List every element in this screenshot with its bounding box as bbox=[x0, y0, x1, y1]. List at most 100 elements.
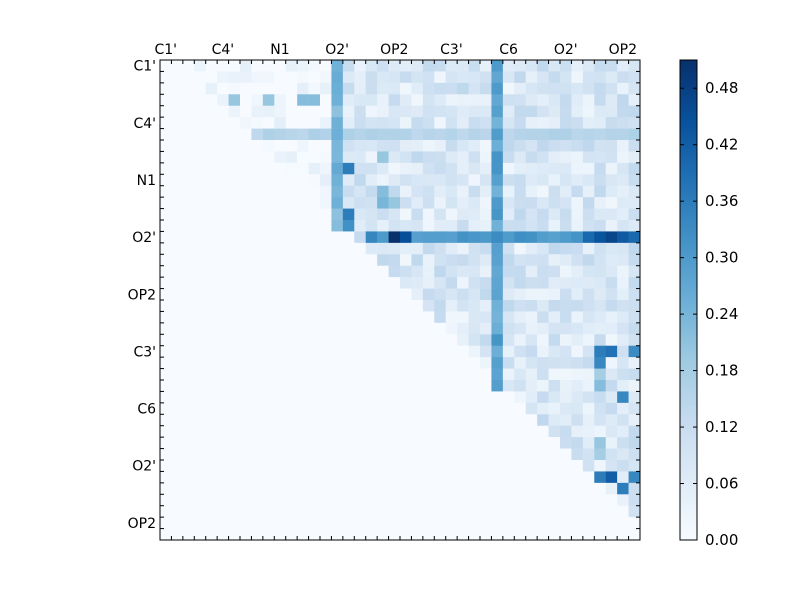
heatmap-cell bbox=[468, 277, 481, 289]
heatmap-cell bbox=[457, 265, 469, 278]
heatmap-cell bbox=[262, 528, 275, 541]
y-tick-label: OP2 bbox=[128, 287, 156, 303]
heatmap-cell bbox=[182, 482, 195, 495]
heatmap-cell bbox=[525, 402, 538, 415]
heatmap-cell bbox=[400, 208, 412, 221]
heatmap-cell bbox=[582, 391, 595, 404]
heatmap-cell bbox=[308, 128, 321, 141]
heatmap-cell bbox=[285, 322, 298, 335]
heatmap-cell bbox=[480, 71, 492, 84]
heatmap-cell bbox=[160, 460, 172, 472]
heatmap-cell bbox=[308, 437, 321, 449]
heatmap-cell bbox=[388, 505, 401, 518]
heatmap-cell bbox=[297, 208, 309, 221]
heatmap-cell bbox=[514, 311, 527, 324]
heatmap-cell bbox=[571, 311, 584, 324]
heatmap-cell bbox=[297, 460, 309, 472]
heatmap-cell bbox=[582, 414, 595, 427]
heatmap-cell bbox=[251, 128, 264, 141]
heatmap-cell bbox=[297, 357, 309, 369]
heatmap-cell bbox=[457, 437, 469, 449]
heatmap-cell bbox=[537, 380, 549, 392]
heatmap-cell bbox=[217, 448, 229, 461]
heatmap-cell bbox=[594, 391, 607, 404]
heatmap-cell bbox=[491, 425, 504, 438]
heatmap-cell bbox=[548, 311, 561, 324]
heatmap-cell bbox=[605, 437, 618, 449]
heatmap-cell bbox=[342, 162, 355, 175]
heatmap-cell bbox=[388, 71, 401, 84]
heatmap-cell bbox=[182, 208, 195, 221]
heatmap-cell bbox=[560, 517, 572, 529]
heatmap-cell bbox=[468, 288, 481, 301]
heatmap-cell bbox=[377, 220, 389, 232]
heatmap-cell bbox=[560, 448, 572, 461]
heatmap-cell bbox=[342, 265, 355, 278]
heatmap-cell bbox=[434, 208, 447, 221]
heatmap-cell bbox=[388, 517, 401, 529]
heatmap-cell bbox=[171, 437, 184, 449]
heatmap-cell bbox=[560, 437, 572, 449]
heatmap-cell bbox=[400, 71, 412, 84]
heatmap-cell bbox=[525, 300, 538, 312]
heatmap-cell bbox=[617, 128, 629, 141]
heatmap-cell bbox=[617, 322, 629, 335]
heatmap-cell bbox=[160, 517, 172, 529]
heatmap-cell bbox=[422, 460, 435, 472]
heatmap-cell bbox=[605, 162, 618, 175]
heatmap-cell bbox=[491, 391, 504, 404]
heatmap-cell bbox=[228, 82, 241, 95]
heatmap-cell bbox=[308, 231, 321, 244]
heatmap-cell bbox=[251, 311, 264, 324]
colorbar-ticks: 0.000.060.120.180.240.300.360.420.48 bbox=[680, 79, 738, 549]
heatmap-cell bbox=[468, 242, 481, 255]
heatmap-cell bbox=[308, 174, 321, 187]
heatmap-cell bbox=[194, 368, 207, 381]
heatmap-cell bbox=[160, 311, 172, 324]
heatmap-cell bbox=[194, 482, 207, 495]
heatmap-cell bbox=[228, 334, 241, 347]
heatmap-cell bbox=[480, 185, 492, 198]
colorbar-tick-label: 0.12 bbox=[705, 418, 738, 436]
heatmap-cell bbox=[571, 494, 584, 507]
heatmap-cell bbox=[571, 425, 584, 438]
heatmap-cell bbox=[411, 345, 424, 358]
heatmap-cell bbox=[457, 448, 469, 461]
heatmap-cell bbox=[217, 322, 229, 335]
heatmap-cell bbox=[320, 437, 332, 449]
heatmap-cell bbox=[342, 60, 355, 72]
heatmap-cell bbox=[342, 220, 355, 232]
heatmap-cell bbox=[251, 322, 264, 335]
heatmap-cell bbox=[434, 197, 447, 209]
heatmap-cell bbox=[411, 151, 424, 164]
heatmap-cell bbox=[285, 174, 298, 187]
heatmap-cell bbox=[274, 174, 287, 187]
heatmap-cell bbox=[422, 482, 435, 495]
heatmap-cell bbox=[160, 288, 172, 301]
heatmap-cell bbox=[571, 517, 584, 529]
heatmap-cell bbox=[194, 128, 207, 141]
heatmap-cell bbox=[468, 391, 481, 404]
heatmap-cell bbox=[434, 174, 447, 187]
heatmap-cell bbox=[582, 174, 595, 187]
heatmap-cell bbox=[205, 208, 218, 221]
heatmap-cell bbox=[628, 71, 641, 84]
heatmap-cell bbox=[182, 71, 195, 84]
heatmap-cell bbox=[548, 368, 561, 381]
heatmap-cell bbox=[502, 288, 515, 301]
heatmap-cell bbox=[400, 448, 412, 461]
heatmap-cell bbox=[377, 242, 389, 255]
heatmap-cell bbox=[320, 482, 332, 495]
heatmap-cell bbox=[205, 162, 218, 175]
heatmap-cell bbox=[194, 60, 207, 72]
heatmap-cell bbox=[205, 494, 218, 507]
heatmap-cell bbox=[240, 471, 252, 484]
heatmap-cell bbox=[171, 517, 184, 529]
heatmap-cell bbox=[502, 151, 515, 164]
heatmap-cell bbox=[537, 494, 549, 507]
heatmap-cell bbox=[262, 277, 275, 289]
heatmap-cell bbox=[582, 185, 595, 198]
heatmap-cell bbox=[582, 197, 595, 209]
heatmap-cell bbox=[605, 368, 618, 381]
heatmap-cell bbox=[411, 528, 424, 541]
